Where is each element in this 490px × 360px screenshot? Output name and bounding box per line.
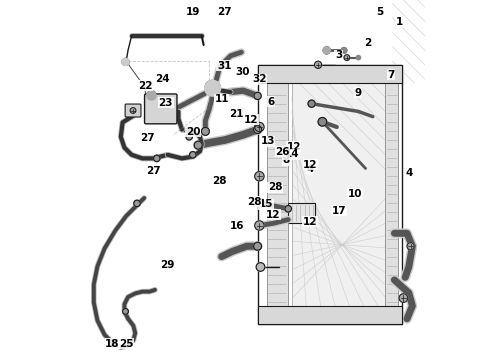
Circle shape (255, 221, 264, 230)
Text: 18: 18 (105, 339, 120, 349)
Text: 10: 10 (347, 189, 362, 199)
Text: 8: 8 (282, 155, 289, 165)
Circle shape (308, 100, 315, 107)
Text: 12: 12 (266, 210, 280, 220)
Bar (292, 83, 392, 306)
Circle shape (205, 80, 220, 96)
Circle shape (323, 47, 330, 54)
Text: 30: 30 (235, 67, 249, 77)
Text: 21: 21 (229, 109, 243, 120)
Circle shape (254, 126, 262, 134)
Text: 6: 6 (268, 96, 274, 107)
Circle shape (147, 91, 156, 100)
Text: 14: 14 (285, 149, 299, 159)
Text: 9: 9 (354, 87, 362, 98)
Circle shape (356, 55, 361, 60)
Circle shape (134, 200, 140, 207)
Circle shape (130, 108, 136, 113)
Text: 16: 16 (230, 221, 245, 231)
Text: 20: 20 (186, 127, 200, 137)
Circle shape (194, 141, 202, 149)
Bar (258, 65, 402, 324)
Circle shape (190, 152, 196, 158)
Text: 2: 2 (364, 38, 371, 48)
Circle shape (256, 263, 265, 271)
Circle shape (153, 155, 160, 162)
Text: 29: 29 (160, 260, 175, 270)
Text: 4: 4 (306, 164, 314, 174)
Text: 27: 27 (140, 132, 154, 143)
Circle shape (186, 134, 193, 140)
Circle shape (399, 294, 408, 302)
Text: 22: 22 (138, 81, 153, 91)
Text: 32: 32 (252, 74, 267, 84)
Circle shape (341, 48, 347, 53)
Text: 12: 12 (244, 115, 259, 125)
Text: 23: 23 (159, 98, 173, 108)
Bar (258, 306, 402, 324)
Text: 15: 15 (259, 199, 273, 210)
Text: 25: 25 (119, 339, 133, 349)
Circle shape (285, 206, 292, 212)
Bar (288, 203, 315, 223)
Circle shape (318, 117, 327, 126)
Text: 28: 28 (247, 197, 261, 207)
Text: 17: 17 (332, 206, 346, 216)
Circle shape (407, 243, 414, 250)
Text: 26: 26 (275, 147, 290, 157)
Circle shape (122, 58, 129, 66)
Text: 28: 28 (213, 176, 227, 186)
Circle shape (201, 127, 209, 135)
Circle shape (254, 92, 261, 99)
Text: 19: 19 (186, 6, 200, 17)
Text: 27: 27 (217, 6, 231, 17)
Text: 12: 12 (302, 217, 317, 227)
FancyBboxPatch shape (125, 104, 141, 117)
Text: 4: 4 (405, 168, 413, 178)
FancyBboxPatch shape (145, 94, 177, 124)
Circle shape (344, 55, 350, 60)
Circle shape (256, 198, 263, 205)
Bar (386, 83, 398, 306)
Text: 12: 12 (303, 159, 318, 170)
Circle shape (255, 122, 264, 132)
Text: 28: 28 (268, 182, 282, 192)
Text: 5: 5 (376, 6, 384, 17)
Text: 27: 27 (146, 166, 161, 176)
Text: 13: 13 (260, 136, 275, 146)
Text: 1: 1 (396, 17, 403, 27)
Bar (267, 83, 288, 306)
Circle shape (122, 309, 128, 314)
Text: 7: 7 (387, 69, 394, 80)
Text: 12: 12 (286, 141, 301, 152)
Circle shape (255, 172, 264, 181)
Text: 3: 3 (335, 50, 342, 60)
Circle shape (254, 242, 262, 250)
Bar (258, 65, 402, 83)
Circle shape (315, 61, 321, 68)
Text: 31: 31 (217, 60, 231, 71)
Text: 11: 11 (214, 94, 229, 104)
Text: 24: 24 (155, 74, 170, 84)
